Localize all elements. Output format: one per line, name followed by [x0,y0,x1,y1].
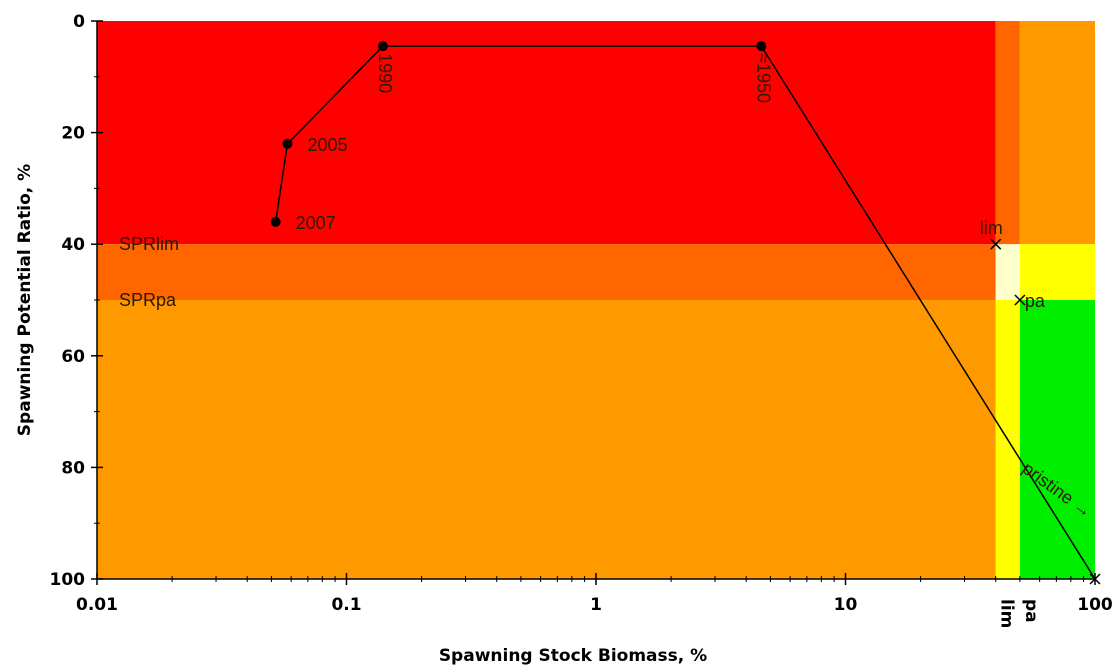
x-axis-title: Spawning Stock Biomass, % [439,646,707,666]
x-tick-label: 0.1 [331,595,361,615]
zone-rect-3 [995,21,1020,245]
y-axis-title: Spawning Potential Ratio, % [15,164,35,436]
data-point-1990 [377,41,388,52]
x-tick-label: 0.01 [76,595,118,615]
zone-rect-7 [1019,244,1095,300]
data-label-2007: 2007 [296,213,336,233]
data-point-1950 [756,41,767,52]
data-point-2005 [282,138,293,149]
y-tick-label: 100 [50,570,86,590]
ref-x-label-lim: lim [997,599,1017,628]
x-tick-label: 100 [1077,595,1113,615]
zone-rect-0 [97,21,996,245]
y-tick-label: 40 [61,235,85,255]
data-label-1990: 1990 [375,53,395,93]
ref-marker-0 [990,238,1002,250]
ref-y-label-SPRlim: SPRlim [119,234,179,254]
data-label-1950: ≈1950 [753,53,773,103]
y-tick-label: 80 [61,458,85,478]
zone-rect-2 [97,300,996,579]
y-tick-label: 0 [73,12,85,32]
ref-y-label-SPRpa: SPRpa [119,290,177,310]
y-tick-label: 60 [61,347,85,367]
ref-label-pa: pa [1025,291,1046,311]
ref-label-lim: lim [980,218,1003,238]
x-tick-label: 10 [834,595,858,615]
ref-marker-2 [1089,573,1101,585]
x-tick-label: 1 [590,595,602,615]
zone-rect-4 [995,244,1020,300]
zone-rect-6 [1019,21,1095,245]
data-point-2007 [270,216,281,227]
zone-rect-8 [1019,300,1095,579]
zone-rect-1 [97,244,996,300]
data-series: 2007 2005 1990 ≈1950 [270,41,1096,580]
ref-marker-1 [1014,294,1026,306]
ref-x-label-pa: pa [1021,599,1041,623]
data-label-2005: 2005 [307,135,347,155]
axes [91,20,1096,585]
y-tick-label: 20 [61,124,85,144]
zone-backgrounds [97,21,1095,579]
